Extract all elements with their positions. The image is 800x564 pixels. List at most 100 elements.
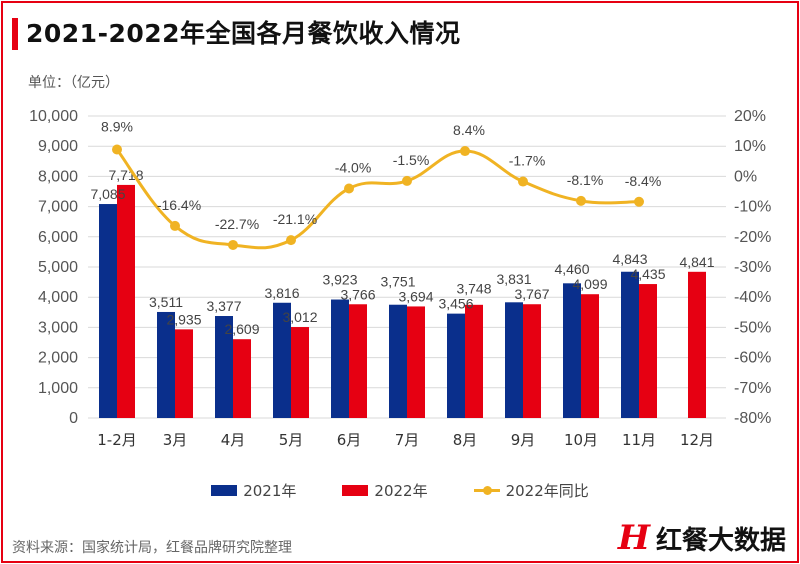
y2-tick-label: -60% (734, 350, 771, 367)
y2-tick-label: 0% (734, 168, 757, 185)
yoy-point (228, 239, 238, 250)
y2-tick-label: -40% (734, 289, 771, 306)
bar-2022年 (639, 284, 657, 418)
x-tick-label: 4月 (221, 431, 246, 449)
legend-item-yoy: 2022年同比 (473, 480, 589, 501)
legend-swatch-2022 (342, 485, 369, 496)
yoy-data-label: 8.4% (453, 122, 485, 138)
bar-2022年 (581, 294, 599, 418)
brand-logo: H 红餐大数据 (618, 518, 786, 558)
y2-tick-label: -80% (734, 410, 771, 427)
bar-2022年 (688, 271, 706, 418)
yoy-data-label: -1.7% (509, 153, 546, 169)
bar-data-label: 3,766 (340, 286, 375, 302)
bar-data-label: 3,456 (438, 296, 473, 312)
bar-2022年 (117, 184, 135, 418)
y-tick-label: 6,000 (38, 229, 78, 246)
yoy-point (518, 176, 528, 187)
yoy-point (634, 196, 644, 207)
legend-label: 2022年 (374, 482, 428, 500)
logo-mark-icon: H (617, 518, 650, 558)
legend-item-2021: 2021年 (211, 480, 296, 501)
yoy-data-label: -21.1% (273, 211, 317, 227)
logo-text: 红餐大数据 (655, 525, 786, 556)
x-tick-label: 1-2月 (97, 431, 137, 449)
bar-2021年 (157, 311, 175, 418)
y-axis-unit: 单位：（亿元） (28, 75, 119, 91)
y2-tick-label: 10% (734, 138, 766, 155)
yoy-data-label: -22.7% (215, 216, 259, 232)
bar-2021年 (447, 313, 465, 418)
bar-data-label: 3,377 (206, 298, 241, 314)
y2-tick-label: -70% (734, 380, 771, 397)
y-tick-label: 3,000 (38, 319, 78, 336)
bar-data-label: 4,841 (679, 254, 714, 270)
legend-swatch-yoy (473, 486, 500, 495)
yoy-data-label: -8.1% (567, 172, 604, 188)
yoy-point (460, 146, 470, 157)
yoy-point (170, 220, 180, 231)
legend-label: 2022年同比 (505, 482, 589, 500)
bar-data-label: 3,767 (514, 286, 549, 302)
bar-2021年 (273, 302, 291, 418)
yoy-point (402, 175, 412, 186)
bar-2021年 (505, 302, 523, 418)
y-tick-label: 4,000 (38, 289, 78, 306)
bar-data-label: 4,435 (630, 266, 665, 282)
bar-data-label: 4,843 (612, 251, 647, 267)
bar-data-label: 4,099 (572, 276, 607, 292)
y-tick-label: 2,000 (38, 350, 78, 367)
bar-2021年 (389, 304, 407, 418)
bar-2021年 (563, 283, 581, 418)
yoy-point (344, 183, 354, 194)
bar-data-label: 3,694 (398, 288, 433, 304)
y-tick-label: 9,000 (38, 138, 78, 155)
bar-2022年 (407, 306, 425, 418)
x-tick-label: 7月 (395, 431, 420, 449)
x-tick-label: 5月 (279, 431, 304, 449)
legend-item-2022: 2022年 (342, 480, 428, 501)
y2-tick-label: 20% (734, 108, 766, 125)
x-tick-label: 12月 (680, 431, 714, 449)
bar-data-label: 3,923 (322, 271, 357, 287)
bar-data-label: 2,609 (224, 321, 259, 337)
y-tick-label: 1,000 (38, 380, 78, 397)
y2-tick-label: -30% (734, 259, 771, 276)
y-tick-label: 10,000 (29, 108, 78, 125)
bar-data-label: 3,748 (456, 281, 491, 297)
yoy-point (112, 144, 122, 155)
yoy-data-label: -4.0% (335, 159, 372, 175)
x-tick-label: 8月 (453, 431, 478, 449)
title-accent-bar (12, 18, 18, 50)
y2-tick-label: -10% (734, 199, 771, 216)
legend-swatch-2021 (211, 485, 238, 496)
bar-2021年 (331, 299, 349, 418)
y-tick-label: 5,000 (38, 259, 78, 276)
yoy-data-label: -16.4% (157, 197, 201, 213)
bar-2022年 (291, 327, 309, 418)
bar-data-label: 4,460 (554, 261, 589, 277)
legend: 2021年 2022年 2022年同比 (0, 480, 800, 501)
bar-2022年 (523, 304, 541, 418)
y-tick-label: 0 (69, 410, 78, 427)
yoy-line (115, 148, 640, 250)
y2-tick-label: -20% (734, 229, 771, 246)
chart-title: 2021-2022年全国各月餐饮收入情况 (26, 19, 461, 48)
y2-tick-label: -50% (734, 319, 771, 336)
bar-2021年 (99, 204, 117, 418)
bar-data-label: 3,816 (264, 285, 299, 301)
source-note: 资料来源：国家统计局，红餐品牌研究院整理 (12, 540, 292, 556)
legend-label: 2021年 (243, 482, 297, 500)
bar-2022年 (465, 304, 483, 418)
yoy-point (286, 235, 296, 246)
bar-2021年 (215, 316, 233, 418)
y-tick-label: 8,000 (38, 168, 78, 185)
x-tick-label: 6月 (337, 431, 362, 449)
yoy-data-label: -8.4% (625, 173, 662, 189)
yoy-data-label: -1.5% (393, 152, 430, 168)
bar-data-label: 3,511 (149, 294, 183, 310)
bar-data-label: 7,085 (90, 186, 125, 202)
x-tick-label: 9月 (511, 431, 536, 449)
